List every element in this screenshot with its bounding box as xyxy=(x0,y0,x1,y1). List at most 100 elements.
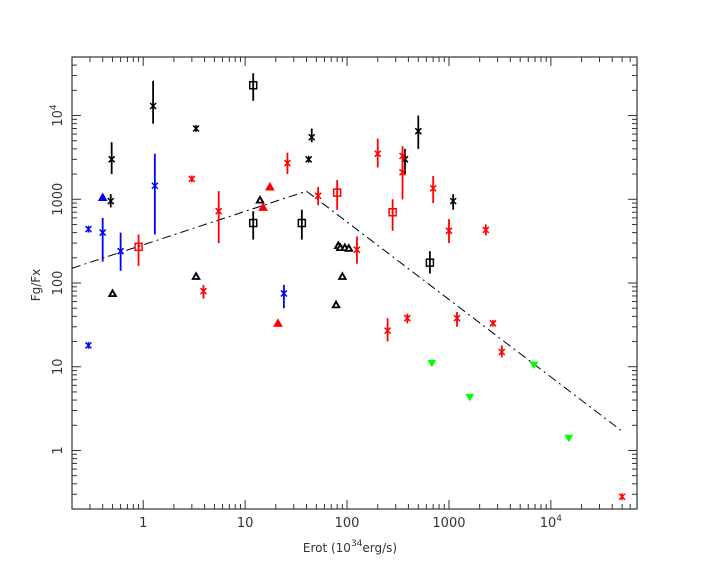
square-marker xyxy=(332,188,342,197)
star-marker xyxy=(453,314,461,322)
data-point xyxy=(529,361,539,369)
star-marker xyxy=(151,182,159,190)
square-marker xyxy=(134,242,143,252)
data-point xyxy=(403,313,411,324)
data-point xyxy=(258,202,268,211)
data-point xyxy=(191,271,201,280)
data-point xyxy=(134,234,143,266)
star-marker xyxy=(353,246,361,254)
star-marker xyxy=(482,226,490,234)
down-triangle-marker xyxy=(427,359,437,368)
data-point xyxy=(84,225,92,233)
star-marker xyxy=(283,159,291,167)
star-marker xyxy=(215,207,223,215)
data-point xyxy=(425,251,435,274)
star-marker xyxy=(445,227,453,235)
data-point xyxy=(489,319,497,327)
star-marker xyxy=(403,314,411,322)
data-point xyxy=(337,271,348,280)
data-point xyxy=(280,284,288,309)
data-point xyxy=(414,115,422,149)
star-marker xyxy=(117,247,125,255)
star-marker xyxy=(305,155,313,163)
data-point xyxy=(265,182,275,191)
square-marker xyxy=(388,207,397,217)
triangle-marker-inner xyxy=(340,275,344,279)
data-point xyxy=(498,345,506,358)
data-point xyxy=(107,288,118,297)
data-point xyxy=(188,175,196,183)
x-axis-title: Erot (1034erg/s) xyxy=(303,539,397,555)
data-point xyxy=(465,393,475,402)
square-marker xyxy=(297,218,307,228)
x-axis-title-tail: erg/s) xyxy=(362,541,397,555)
data-point xyxy=(248,211,258,240)
data-point xyxy=(99,217,107,262)
triangle-marker-inner xyxy=(334,303,338,307)
data-point xyxy=(215,191,223,244)
triangle-marker xyxy=(265,182,275,191)
down-triangle-marker xyxy=(529,361,539,369)
y-tick-label: 100 xyxy=(51,271,66,296)
triangle-marker-inner xyxy=(338,246,342,250)
triangle-marker xyxy=(258,202,268,211)
star-marker xyxy=(308,133,316,141)
data-point xyxy=(248,73,258,101)
star-marker xyxy=(429,184,437,192)
data-point xyxy=(314,187,322,206)
data-point xyxy=(151,153,159,235)
data-point xyxy=(353,236,361,264)
star-marker xyxy=(199,287,207,295)
data-point xyxy=(192,124,200,133)
square-marker xyxy=(248,80,258,90)
data-point xyxy=(199,284,207,299)
data-point xyxy=(283,152,291,175)
star-marker xyxy=(498,348,506,356)
star-marker xyxy=(398,168,407,176)
data-point xyxy=(429,175,437,204)
star-marker xyxy=(489,319,497,327)
data-point xyxy=(117,232,125,271)
square-marker xyxy=(248,218,258,228)
y-axis-title: Fg/Fx xyxy=(29,269,43,302)
plot-frame xyxy=(71,56,638,510)
triangle-marker-inner xyxy=(194,275,198,279)
data-point xyxy=(305,155,313,163)
x-tick-label: 1000 xyxy=(432,516,465,531)
data-point xyxy=(398,156,407,200)
star-marker xyxy=(99,229,107,237)
triangle-marker-inner xyxy=(343,246,347,250)
star-marker xyxy=(280,289,288,297)
data-point xyxy=(273,318,283,327)
x-tick-label: 10 xyxy=(237,516,254,531)
star-marker xyxy=(414,127,422,135)
trend-line-group xyxy=(71,190,623,432)
data-point xyxy=(388,199,397,231)
star-marker xyxy=(374,150,382,158)
data-point xyxy=(97,192,108,201)
data-point xyxy=(84,341,92,349)
data-point xyxy=(308,128,316,143)
data-point xyxy=(564,434,574,443)
star-marker xyxy=(449,197,457,205)
data-point xyxy=(453,312,461,327)
star-marker xyxy=(618,493,626,501)
star-marker xyxy=(84,341,92,349)
triangle-marker xyxy=(273,318,283,327)
y-tick-label: 1 xyxy=(51,446,66,454)
data-point xyxy=(482,224,490,236)
star-marker xyxy=(192,124,200,133)
trend-line xyxy=(71,190,623,432)
axis-ticks xyxy=(71,56,638,510)
data-point xyxy=(445,219,453,244)
star-marker xyxy=(188,175,196,183)
data-point xyxy=(255,194,265,204)
y-tick-label: 10 xyxy=(51,358,66,375)
data-point xyxy=(618,493,626,501)
triangle-marker-inner xyxy=(347,247,351,251)
tick-labels: 1 10 100 1000 104 1 10 100 1000 104 xyxy=(49,104,562,531)
data-point xyxy=(374,138,382,168)
data-point xyxy=(297,209,307,240)
star-marker xyxy=(108,155,116,163)
